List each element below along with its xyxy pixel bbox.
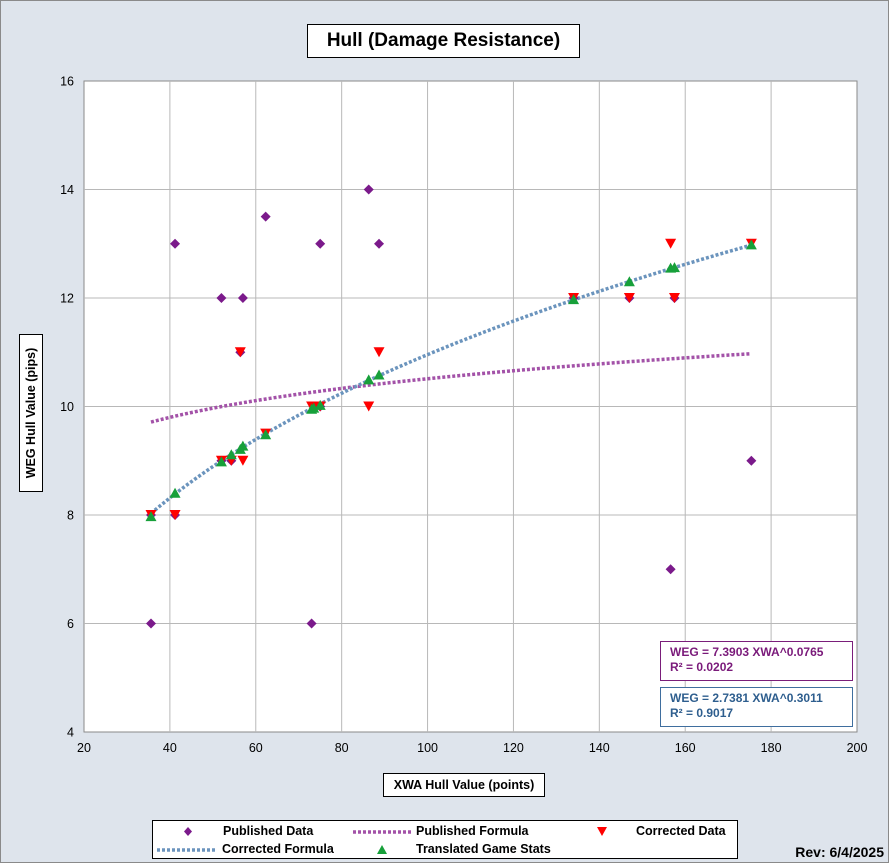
legend-item-corrected-formula: Corrected Formula (155, 841, 355, 858)
published-data-point (170, 238, 181, 249)
translated-stat-point (623, 276, 635, 287)
translated-stat-point (363, 374, 375, 385)
published-data-point (363, 184, 374, 195)
y-tick-label: 8 (67, 509, 74, 523)
x-tick-label: 120 (503, 741, 524, 755)
published-r-squared: R² = 0.0202 (670, 660, 734, 674)
y-tick-label: 6 (67, 617, 74, 631)
corrected-r-squared: R² = 0.9017 (670, 706, 734, 720)
translated-stat-point (145, 511, 157, 522)
tick-labels: 20 40 60 80 100 120 140 160 180 200 4 6 8 10 12 14 16 (60, 75, 867, 756)
published-data-point (665, 564, 676, 575)
x-tick-label: 60 (249, 741, 263, 755)
translated-stat-point (308, 402, 320, 413)
legend-label: Published Data (223, 824, 314, 838)
triangle-down-marker-icon (597, 827, 607, 836)
corrected-data-point (373, 347, 385, 358)
published-equation-box: WEG = 7.3903 XWA^0.0765 R² = 0.0202 (660, 641, 853, 681)
corrected-data-point (363, 401, 375, 412)
legend-item-corrected-data: Corrected Data (595, 823, 735, 840)
published-data-point (216, 293, 227, 303)
translated-stat-point (745, 239, 757, 250)
dotted-line-icon (353, 830, 413, 834)
published-data-point (237, 293, 248, 303)
chart-title: Hull (Damage Resistance) (307, 24, 580, 58)
corrected-data-point (237, 455, 249, 466)
x-axis-title: XWA Hull Value (points) (383, 773, 545, 797)
legend-item-translated-stats: Translated Game Stats (375, 841, 575, 858)
translated-stat-point (668, 262, 680, 273)
data-markers (145, 184, 757, 629)
x-tick-label: 20 (77, 741, 91, 755)
translated-stat-point (373, 369, 385, 380)
trend-lines (149, 243, 752, 515)
legend-label: Corrected Formula (222, 842, 334, 856)
published-data-point (260, 211, 271, 222)
published-data-point (306, 618, 317, 629)
y-tick-label: 4 (67, 726, 74, 740)
x-tick-label: 140 (589, 741, 610, 755)
translated-stat-point (169, 487, 181, 498)
x-tick-label: 160 (675, 741, 696, 755)
corrected-equation: WEG = 2.7381 XWA^0.3011 (670, 691, 823, 705)
published-data-point (145, 618, 156, 629)
translated-stat-point (225, 449, 237, 460)
corrected-equation-box: WEG = 2.7381 XWA^0.3011 R² = 0.9017 (660, 687, 853, 727)
x-tick-label: 80 (335, 741, 349, 755)
corrected-formula-line (149, 243, 752, 515)
x-tick-label: 200 (847, 741, 868, 755)
corrected-data-point (623, 293, 635, 303)
y-tick-label: 16 (60, 75, 74, 89)
x-tick-label: 180 (761, 741, 782, 755)
diamond-marker-icon (184, 827, 192, 836)
y-axis-title: WEG Hull Value (pips) (19, 334, 43, 492)
dotted-line-icon (157, 848, 217, 852)
translated-stat-point (237, 440, 249, 451)
translated-stat-point (260, 429, 272, 440)
published-data-point (746, 455, 757, 466)
legend-item-published-formula: Published Formula (351, 823, 551, 840)
y-axis-title-text: WEG Hull Value (pips) (24, 347, 38, 479)
corrected-data-point (169, 510, 181, 520)
y-tick-label: 14 (60, 183, 74, 197)
revision-date: Rev: 6/4/2025 (795, 844, 884, 860)
triangle-up-marker-icon (377, 845, 387, 854)
legend-item-published-data: Published Data (181, 823, 361, 840)
corrected-data-point (234, 347, 246, 358)
x-tick-label: 40 (163, 741, 177, 755)
translated-stat-point (215, 456, 227, 467)
translated-stat-point (568, 294, 580, 305)
y-tick-label: 10 (60, 400, 74, 414)
translated-stat-point (314, 399, 326, 410)
legend-label: Translated Game Stats (416, 842, 551, 856)
corrected-data-point (665, 238, 677, 249)
y-tick-label: 12 (60, 292, 74, 306)
corrected-data-point (668, 293, 680, 303)
published-data-point (374, 238, 385, 249)
grid-lines (84, 81, 857, 732)
x-tick-label: 100 (417, 741, 438, 755)
legend-label: Published Formula (416, 824, 529, 838)
published-formula-line (150, 351, 752, 424)
legend-label: Corrected Data (636, 824, 726, 838)
legend: Published Data Published Formula Correct… (152, 820, 738, 859)
published-data-point (315, 238, 326, 249)
published-equation: WEG = 7.3903 XWA^0.0765 (670, 645, 824, 659)
